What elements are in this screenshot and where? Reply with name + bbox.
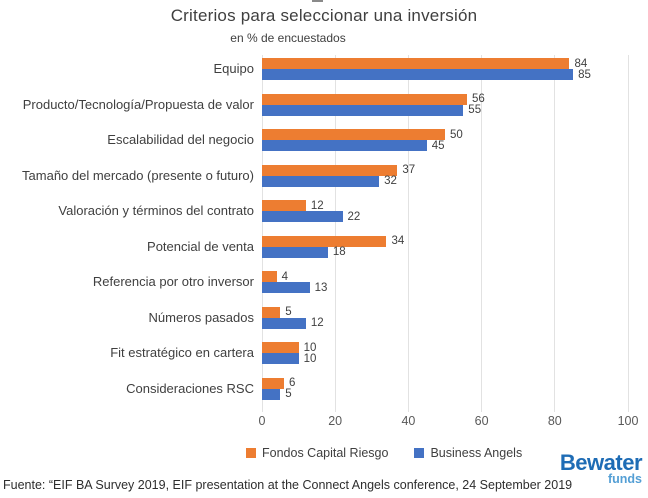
value-label: 18	[332, 246, 346, 258]
bar-business-angels	[262, 69, 574, 80]
value-label: 12	[310, 199, 324, 212]
bar-fondos-capital-riesgo	[262, 164, 398, 176]
bar-business-angels	[262, 388, 281, 400]
x-axis-tick-label: 80	[547, 414, 562, 428]
chart-subtitle: en % de encuestados	[230, 31, 346, 45]
x-axis-tick-label: 40	[401, 414, 416, 428]
value-label: 22	[347, 210, 361, 223]
logo-sub-label: funds	[607, 472, 642, 486]
category-label: Valoración y términos del contrato	[58, 203, 254, 218]
value-label: 84	[574, 57, 588, 70]
value-label: 56	[471, 93, 485, 105]
bar-fondos-capital-riesgo	[262, 129, 445, 140]
category-label: Tamaño del mercado (presente o futuro)	[22, 167, 254, 183]
legend: Fondos Capital Riesgo Business Angels	[246, 446, 522, 460]
value-label: 4	[281, 270, 289, 283]
category-label: Consideraciones RSC	[126, 380, 254, 396]
gridline	[261, 55, 263, 412]
value-label: 5	[285, 388, 292, 400]
value-label: 5	[285, 306, 292, 318]
value-label: 10	[303, 352, 317, 365]
cropped-text-artifact	[312, 0, 323, 2]
value-label: 34	[391, 235, 405, 247]
category-label: Escalabilidad del negocio	[107, 132, 254, 147]
value-label: 55	[468, 104, 482, 116]
logo-name: Bewater	[559, 450, 643, 475]
legend-item-business-angels: Business Angels	[414, 446, 522, 460]
source-text: Fuente: “EIF BA Survey 2019, EIF present…	[3, 478, 573, 492]
value-label: 50	[450, 128, 463, 141]
value-label: 85	[578, 68, 591, 81]
legend-swatch-orange-icon	[246, 448, 256, 458]
value-label: 37	[402, 164, 416, 176]
x-axis-tick-label: 20	[328, 414, 343, 428]
value-label: 12	[310, 317, 324, 329]
bar-fondos-capital-riesgo	[262, 93, 467, 105]
bar-business-angels	[262, 282, 310, 293]
legend-label: Fondos Capital Riesgo	[262, 446, 389, 460]
bar-fondos-capital-riesgo	[262, 58, 570, 69]
gridline	[627, 55, 629, 412]
bar-fondos-capital-riesgo	[262, 200, 306, 211]
category-label: Equipo	[213, 61, 254, 76]
bar-fondos-capital-riesgo	[262, 342, 299, 353]
category-label: Referencia por otro inversor	[92, 274, 254, 289]
bewater-logo: Bewater funds	[559, 450, 643, 486]
bar-fondos-capital-riesgo	[262, 271, 277, 282]
bar-business-angels	[262, 211, 343, 222]
bar-fondos-capital-riesgo	[262, 235, 387, 247]
chart-title: Criterios para seleccionar una inversión	[170, 6, 478, 25]
value-label: 13	[314, 281, 328, 294]
bar-business-angels	[262, 104, 464, 116]
bar-business-angels	[262, 246, 328, 258]
bar-business-angels	[262, 353, 299, 364]
gridline	[554, 55, 556, 412]
gridline	[334, 55, 336, 412]
category-label: Potencial de venta	[147, 238, 254, 254]
gridline	[407, 55, 409, 412]
bar-business-angels	[262, 175, 380, 187]
x-axis-tick-label: 0	[258, 414, 266, 428]
category-label: Producto/Tecnología/Propuesta de valor	[22, 96, 254, 112]
value-label: 32	[384, 175, 397, 187]
legend-item-fondos-capital-riesgo: Fondos Capital Riesgo	[246, 446, 388, 460]
bar-business-angels	[262, 317, 306, 329]
legend-label: Business Angels	[430, 446, 523, 460]
bar-business-angels	[262, 140, 427, 151]
value-label: 45	[431, 139, 445, 152]
bar-fondos-capital-riesgo	[262, 306, 281, 318]
value-label: 6	[288, 377, 296, 389]
legend-swatch-blue-icon	[414, 448, 425, 458]
x-axis-tick-label: 100	[617, 414, 639, 428]
category-label: Números pasados	[148, 309, 255, 325]
gridline	[481, 55, 483, 412]
category-label: Fit estratégico en cartera	[110, 345, 254, 360]
value-label: 10	[303, 341, 317, 354]
bar-fondos-capital-riesgo	[262, 377, 284, 389]
x-axis-tick-label: 60	[474, 414, 489, 428]
